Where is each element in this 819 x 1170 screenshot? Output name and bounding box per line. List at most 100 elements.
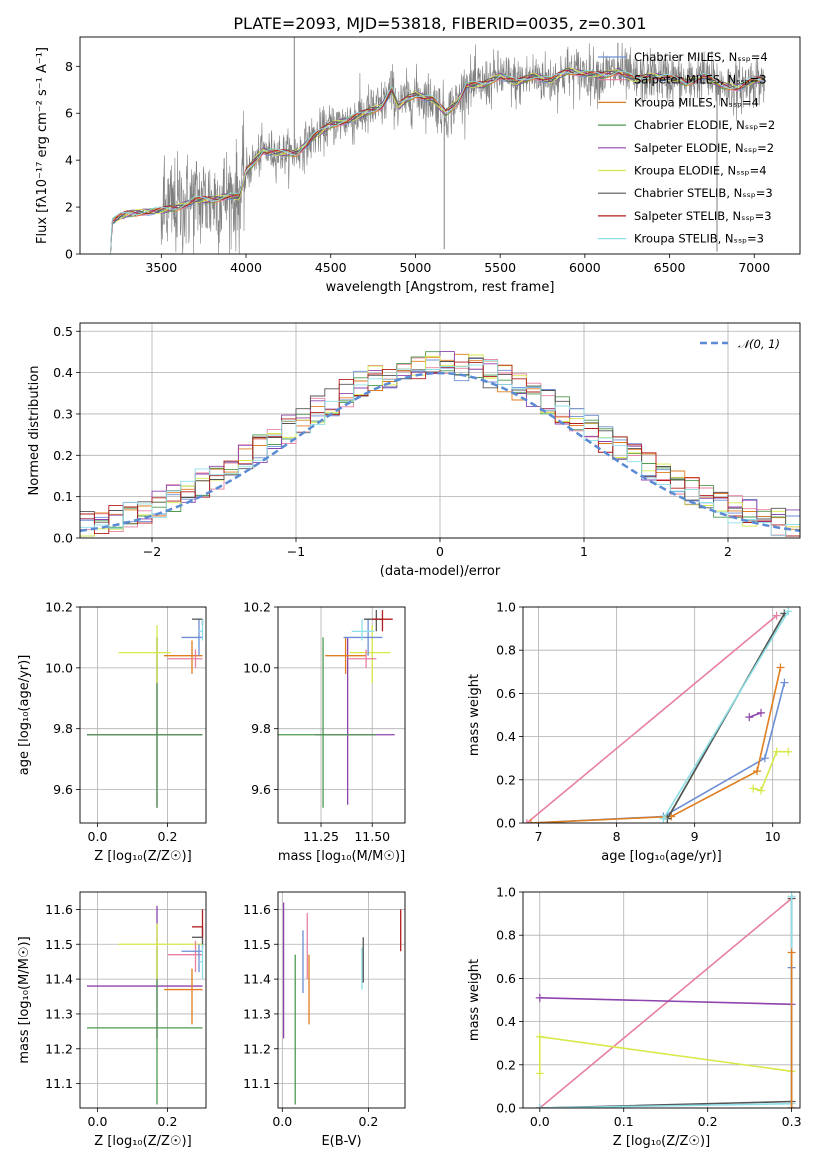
y-tick-label: 0.8 xyxy=(496,928,516,943)
x-tick-label: 0.0 xyxy=(530,1114,550,1129)
x-tick-label: 0.2 xyxy=(358,1114,378,1129)
series-marker xyxy=(772,611,781,620)
x-tick-label: 0.1 xyxy=(614,1114,634,1129)
x-axis-label: mass [log₁₀(M/M☉)] xyxy=(278,849,405,864)
x-axis-label: Z [log₁₀(Z/Z☉)] xyxy=(94,1134,191,1149)
y-tick-label: 9.8 xyxy=(251,721,271,736)
y-tick-label: 0.4 xyxy=(496,1014,516,1029)
model-line xyxy=(110,68,765,254)
series-marker xyxy=(787,948,796,957)
series-line xyxy=(662,610,789,820)
plot-area xyxy=(282,902,402,1105)
x-tick-label: 4000 xyxy=(230,260,262,275)
axes-spectrum: 3500 4000 4500 5000 5500 6000 6500 7000 0 2 4 6 8 wav… xyxy=(35,36,801,295)
series-marker xyxy=(776,663,785,672)
legend-label: Chabrier MILES, Nₛₛₚ=4 xyxy=(634,50,768,64)
y-axis-label: mass weight xyxy=(467,959,482,1041)
y-axis-label: age [log₁₀(age/yr)] xyxy=(17,655,32,776)
plot-area xyxy=(523,607,793,823)
y-tick-label: 11.6 xyxy=(243,902,271,917)
x-tick-label: 0.0 xyxy=(88,1114,108,1129)
axes-mass-vs-Z: 0.0 0.2 11.1 11.2 11.3 11.4 11.5 11.6 Z [log₁₀(Z… xyxy=(17,891,207,1149)
y-tick-label: 8 xyxy=(65,59,73,74)
series-marker xyxy=(745,713,754,722)
x-tick-label: 1 xyxy=(580,544,588,559)
axes-mass-vs-EBV: 0.0 0.2 11.1 11.2 11.3 11.4 11.5 11.6 E(B-V) xyxy=(243,891,406,1149)
x-axis-label: wavelength [Angstrom, rest frame] xyxy=(326,280,555,295)
x-tick-label: 0.2 xyxy=(698,1114,718,1129)
x-tick-label: 6500 xyxy=(654,260,686,275)
series-line xyxy=(749,712,762,718)
axes-frame xyxy=(522,891,801,1109)
y-tick-label: 0.4 xyxy=(53,365,73,380)
series-marker xyxy=(772,747,781,756)
series-marker xyxy=(787,892,796,901)
y-tick-label: 0.2 xyxy=(53,448,73,463)
axes-age-vs-mass: 11.25 11.50 9.6 9.8 10.0 10.2 mass [log₁₀(M/M☉… xyxy=(243,600,406,864)
x-tick-label: 10 xyxy=(765,829,781,844)
series-marker xyxy=(526,819,535,823)
y-tick-label: 1.0 xyxy=(496,600,516,615)
y-tick-label: 9.8 xyxy=(53,721,73,736)
y-tick-label: 0 xyxy=(65,247,73,262)
axes-weight-vs-age: 7 8 9 10 0.0 0.2 0.4 0.6 0.8 1.0 age [log₁₀(age/yr… xyxy=(467,600,801,864)
axes-frame xyxy=(79,891,207,1109)
spectrum-legend: Chabrier MILES, Nₛₛₚ=4 Salpeter MILES, Nₛ… xyxy=(598,50,775,246)
series-marker xyxy=(535,1032,544,1041)
legend-label: Salpeter MILES, Nₛₛₚ=3 xyxy=(634,73,767,87)
plot-area xyxy=(110,37,765,254)
axes-frame xyxy=(522,606,801,824)
series-marker xyxy=(756,786,765,795)
series-line xyxy=(539,1035,792,1074)
y-tick-label: 0.0 xyxy=(53,531,73,546)
x-tick-label: 11.50 xyxy=(354,829,390,844)
legend-label: Kroupa ELODIE, Nₛₛₚ=4 xyxy=(634,164,767,178)
y-tick-label: 11.4 xyxy=(243,972,271,987)
legend-label: Salpeter STELIB, Nₛₛₚ=3 xyxy=(634,209,772,223)
x-tick-label: 0.3 xyxy=(782,1114,802,1129)
y-tick-label: 0.0 xyxy=(496,816,516,831)
model-line xyxy=(110,70,765,254)
gaussian-curve xyxy=(80,371,800,533)
x-tick-label: 3500 xyxy=(145,260,177,275)
y-tick-label: 0.4 xyxy=(496,729,516,744)
series-line xyxy=(539,897,793,1108)
series-line xyxy=(539,997,792,1006)
x-tick-label: 2 xyxy=(724,544,732,559)
legend-label: Kroupa STELIB, Nₛₛₚ=3 xyxy=(634,232,764,246)
series-line xyxy=(530,682,786,823)
x-axis-label: Z [log₁₀(Z/Z☉)] xyxy=(613,1134,710,1149)
legend-label: Chabrier ELODIE, Nₛₛₚ=2 xyxy=(634,118,775,132)
plot-layer: 3500 4000 4500 5000 5500 6000 6500 7000 0 2 4 6 8 wav… xyxy=(17,36,802,1149)
y-tick-label: 0.8 xyxy=(496,643,516,658)
x-tick-label: 0.0 xyxy=(88,829,108,844)
x-axis-label: Z [log₁₀(Z/Z☉)] xyxy=(94,849,191,864)
axes-weight-vs-Z: 0.0 0.1 0.2 0.3 0.0 0.2 0.4 0.6 0.8 1.0 Z [log₁₀(Z… xyxy=(467,885,802,1150)
x-tick-label: 8 xyxy=(613,829,621,844)
legend-label: Chabrier STELIB, Nₛₛₚ=3 xyxy=(634,186,773,200)
x-tick-label: −2 xyxy=(143,544,161,559)
series-line xyxy=(752,750,789,792)
y-tick-label: 11.2 xyxy=(45,1041,73,1056)
y-tick-label: 10.0 xyxy=(45,660,73,675)
x-tick-label: 5500 xyxy=(484,260,516,275)
x-tick-label: 5000 xyxy=(400,260,432,275)
y-tick-label: 0.5 xyxy=(53,324,73,339)
y-tick-label: 0.6 xyxy=(496,971,516,986)
x-tick-label: 6000 xyxy=(569,260,601,275)
series-marker xyxy=(749,784,758,793)
model-line xyxy=(110,67,765,254)
axes-age-vs-Z: 0.0 0.2 9.6 9.8 10.0 10.2 Z [log₁₀(Z/Z☉)] age [… xyxy=(17,600,207,864)
series-marker xyxy=(753,767,762,776)
histogram-step xyxy=(80,361,800,537)
x-axis-label: E(B-V) xyxy=(321,1134,361,1149)
plot-area xyxy=(535,892,796,1108)
y-tick-label: 9.6 xyxy=(251,782,271,797)
series-marker xyxy=(784,607,793,616)
plot-area xyxy=(278,610,395,808)
axes-frame xyxy=(79,606,207,824)
x-tick-label: 0.2 xyxy=(158,829,178,844)
y-tick-label: 10.0 xyxy=(243,660,271,675)
series-marker xyxy=(535,1104,544,1108)
axes-frame xyxy=(79,36,801,255)
